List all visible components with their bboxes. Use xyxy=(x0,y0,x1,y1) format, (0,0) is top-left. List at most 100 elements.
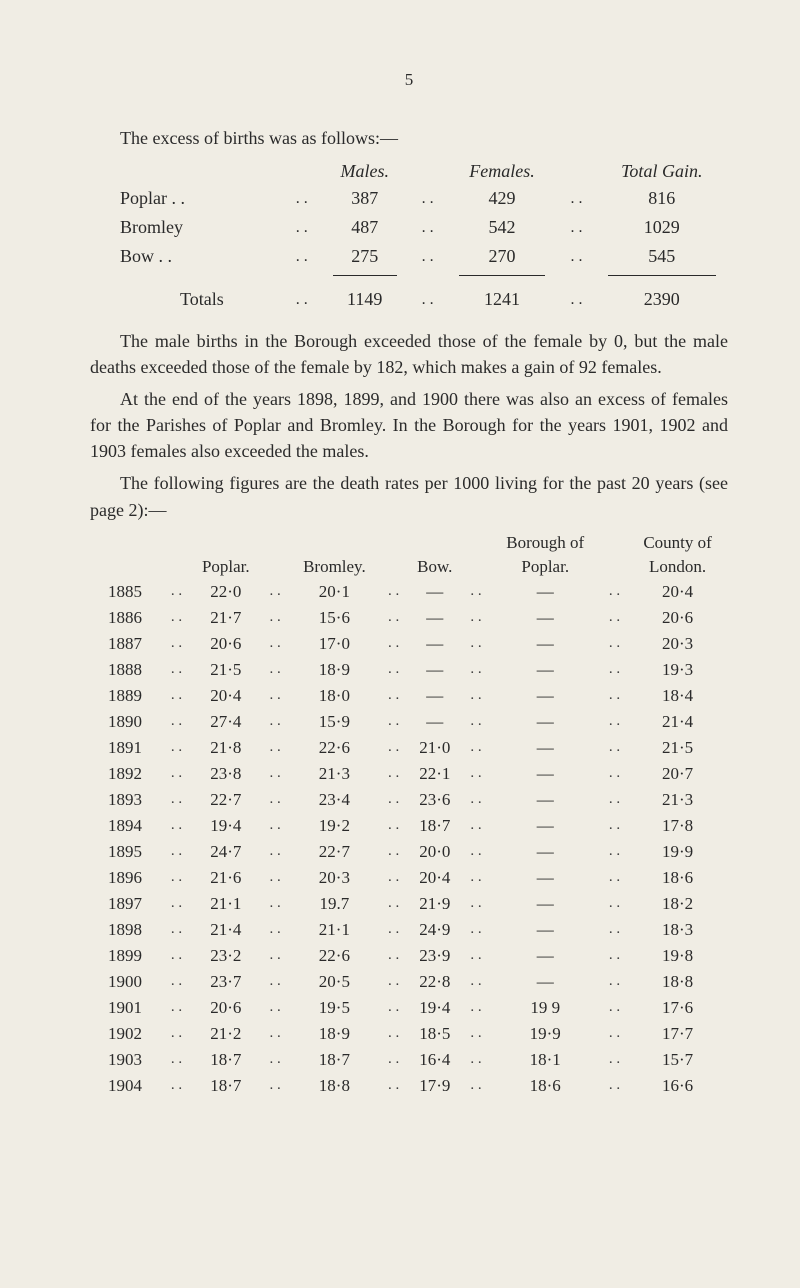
births-females: 270 xyxy=(447,242,558,271)
dots: . . xyxy=(602,1073,627,1099)
births-gain: 1029 xyxy=(596,213,728,242)
dots: . . xyxy=(463,631,488,657)
dots: . . xyxy=(263,865,288,891)
dots: . . xyxy=(381,1021,406,1047)
dots: . . xyxy=(463,813,488,839)
dots: . . xyxy=(164,995,189,1021)
births-label: Bow . . xyxy=(90,242,283,271)
death-borough: 18·6 xyxy=(489,1073,602,1099)
death-borough: — xyxy=(489,891,602,917)
death-poplar: 27·4 xyxy=(189,709,262,735)
dots: . . xyxy=(381,839,406,865)
dots: . . xyxy=(164,657,189,683)
death-poplar: 21·6 xyxy=(189,865,262,891)
births-label: Bromley xyxy=(90,213,283,242)
death-year: 1899 xyxy=(90,943,164,969)
death-year: 1888 xyxy=(90,657,164,683)
death-london: 16·6 xyxy=(627,1073,728,1099)
dots: . . xyxy=(381,1047,406,1073)
page-number: 5 xyxy=(90,70,728,90)
death-header-borough-a: Borough of xyxy=(489,531,602,555)
dots: . . xyxy=(263,735,288,761)
dots: . . xyxy=(283,213,321,242)
death-bromley: 22·6 xyxy=(288,943,381,969)
dots: . . xyxy=(164,735,189,761)
births-males: 487 xyxy=(321,213,409,242)
death-bromley: 21·1 xyxy=(288,917,381,943)
death-bow: 23·6 xyxy=(406,787,463,813)
death-london: 20·6 xyxy=(627,605,728,631)
death-bromley: 17·0 xyxy=(288,631,381,657)
paragraph-1: The male births in the Borough exceeded … xyxy=(90,328,728,380)
death-row: 1891. .21·8. .22·6. .21·0. .—. .21·5 xyxy=(90,735,728,761)
death-row: 1885. .22·0. .20·1. .—. .—. .20·4 xyxy=(90,579,728,605)
death-borough: 18·1 xyxy=(489,1047,602,1073)
death-bow: — xyxy=(406,579,463,605)
death-london: 19·9 xyxy=(627,839,728,865)
dots: . . xyxy=(164,579,189,605)
dots: . . xyxy=(602,865,627,891)
death-bromley: 23·4 xyxy=(288,787,381,813)
death-london: 18·4 xyxy=(627,683,728,709)
death-poplar: 21·4 xyxy=(189,917,262,943)
death-row: 1897. .21·1. .19.7. .21·9. .—. .18·2 xyxy=(90,891,728,917)
death-borough: — xyxy=(489,631,602,657)
dots: . . xyxy=(602,1047,627,1073)
death-bromley: 21·3 xyxy=(288,761,381,787)
dots: . . xyxy=(463,683,488,709)
dots: . . xyxy=(381,813,406,839)
death-borough: — xyxy=(489,813,602,839)
death-row: 1893. .22·7. .23·4. .23·6. .—. .21·3 xyxy=(90,787,728,813)
death-london: 17·8 xyxy=(627,813,728,839)
dots: . . xyxy=(557,184,595,213)
death-row: 1890. .27·4. .15·9. .—. .—. .21·4 xyxy=(90,709,728,735)
death-row: 1902. .21·2. .18·9. .18·5. .19·9. .17·7 xyxy=(90,1021,728,1047)
dots: . . xyxy=(283,242,321,271)
death-bow: — xyxy=(406,657,463,683)
dots: . . xyxy=(164,943,189,969)
death-borough: — xyxy=(489,657,602,683)
births-totals-females: 1241 xyxy=(447,271,558,314)
death-london: 19·8 xyxy=(627,943,728,969)
death-year: 1893 xyxy=(90,787,164,813)
dots: . . xyxy=(602,631,627,657)
dots: . . xyxy=(263,709,288,735)
death-borough: 19·9 xyxy=(489,1021,602,1047)
death-london: 18·6 xyxy=(627,865,728,891)
death-london: 19·3 xyxy=(627,657,728,683)
dots: . . xyxy=(164,1021,189,1047)
dots: . . xyxy=(602,995,627,1021)
death-poplar: 22·0 xyxy=(189,579,262,605)
death-bromley: 19·2 xyxy=(288,813,381,839)
death-bow: 18·7 xyxy=(406,813,463,839)
dots: . . xyxy=(602,579,627,605)
death-borough: — xyxy=(489,605,602,631)
births-label: Poplar . . xyxy=(90,184,283,213)
dots: . . xyxy=(381,787,406,813)
death-bow: 19·4 xyxy=(406,995,463,1021)
dots: . . xyxy=(164,1073,189,1099)
dots: . . xyxy=(602,969,627,995)
death-poplar: 24·7 xyxy=(189,839,262,865)
dots: . . xyxy=(381,709,406,735)
dots: . . xyxy=(381,657,406,683)
death-poplar: 18·7 xyxy=(189,1073,262,1099)
dots: . . xyxy=(463,709,488,735)
births-gain: 816 xyxy=(596,184,728,213)
dots: . . xyxy=(463,865,488,891)
death-header-borough-b: Poplar. xyxy=(489,555,602,579)
dots: . . xyxy=(463,891,488,917)
paragraph-2: At the end of the years 1898, 1899, and … xyxy=(90,386,728,464)
births-males: 387 xyxy=(321,184,409,213)
death-year: 1887 xyxy=(90,631,164,657)
dots: . . xyxy=(409,213,447,242)
dots: . . xyxy=(381,995,406,1021)
death-bow: — xyxy=(406,683,463,709)
death-bow: 22·1 xyxy=(406,761,463,787)
dots: . . xyxy=(463,969,488,995)
death-row: 1898. .21·4. .21·1. .24·9. .—. .18·3 xyxy=(90,917,728,943)
dots: . . xyxy=(263,891,288,917)
death-bow: — xyxy=(406,709,463,735)
death-poplar: 19·4 xyxy=(189,813,262,839)
death-bromley: 18·8 xyxy=(288,1073,381,1099)
